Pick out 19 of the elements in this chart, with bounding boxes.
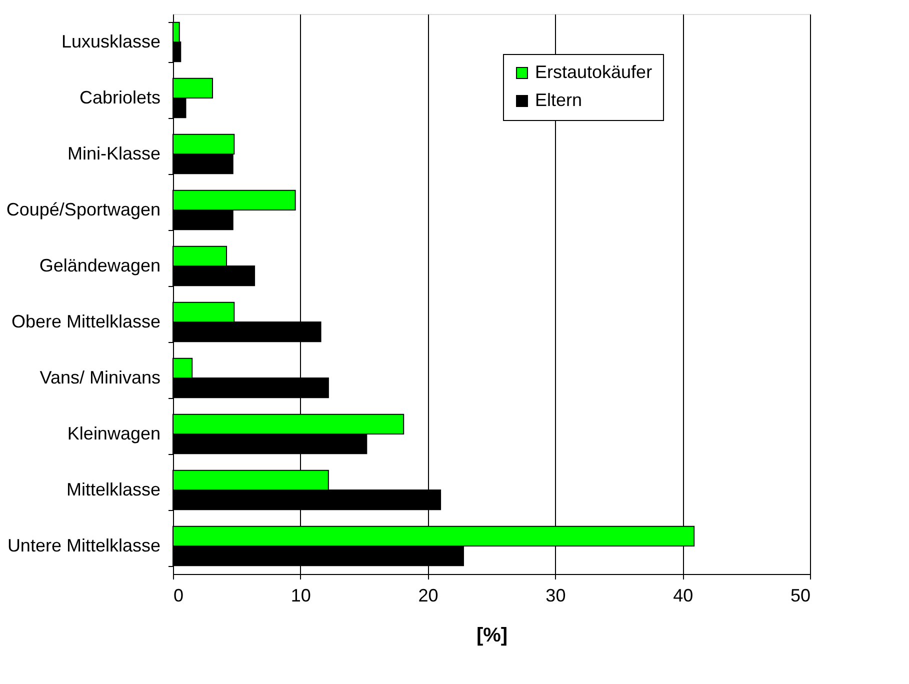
y-tick-label: Cabriolets bbox=[79, 88, 160, 108]
y-tick-label: Geländewagen bbox=[39, 256, 160, 276]
x-tick-label: 10 bbox=[290, 586, 311, 606]
x-tick-label: 0 bbox=[174, 586, 184, 606]
y-tick-label: Luxusklasse bbox=[61, 32, 160, 52]
y-tick-label: Obere Mittelklasse bbox=[11, 312, 160, 332]
y-tick-label: Untere Mittelklasse bbox=[7, 536, 160, 556]
x-axis-title: [%] bbox=[476, 624, 508, 646]
y-tick-label: Vans/ Minivans bbox=[40, 368, 160, 388]
x-tick-label: 40 bbox=[673, 586, 694, 606]
y-tick-label: Kleinwagen bbox=[67, 424, 160, 444]
y-tick-label: Mini-Klasse bbox=[67, 144, 160, 164]
x-tick-label: 30 bbox=[546, 586, 566, 606]
y-tick-label: Coupé/Sportwagen bbox=[6, 200, 160, 220]
x-tick-label: 20 bbox=[418, 586, 438, 606]
x-tick-label: 50 bbox=[790, 586, 810, 606]
legend-label: Erstautokäufer bbox=[535, 62, 652, 82]
y-tick-label: Mittelklasse bbox=[66, 480, 160, 500]
legend-label: Eltern bbox=[535, 90, 582, 110]
